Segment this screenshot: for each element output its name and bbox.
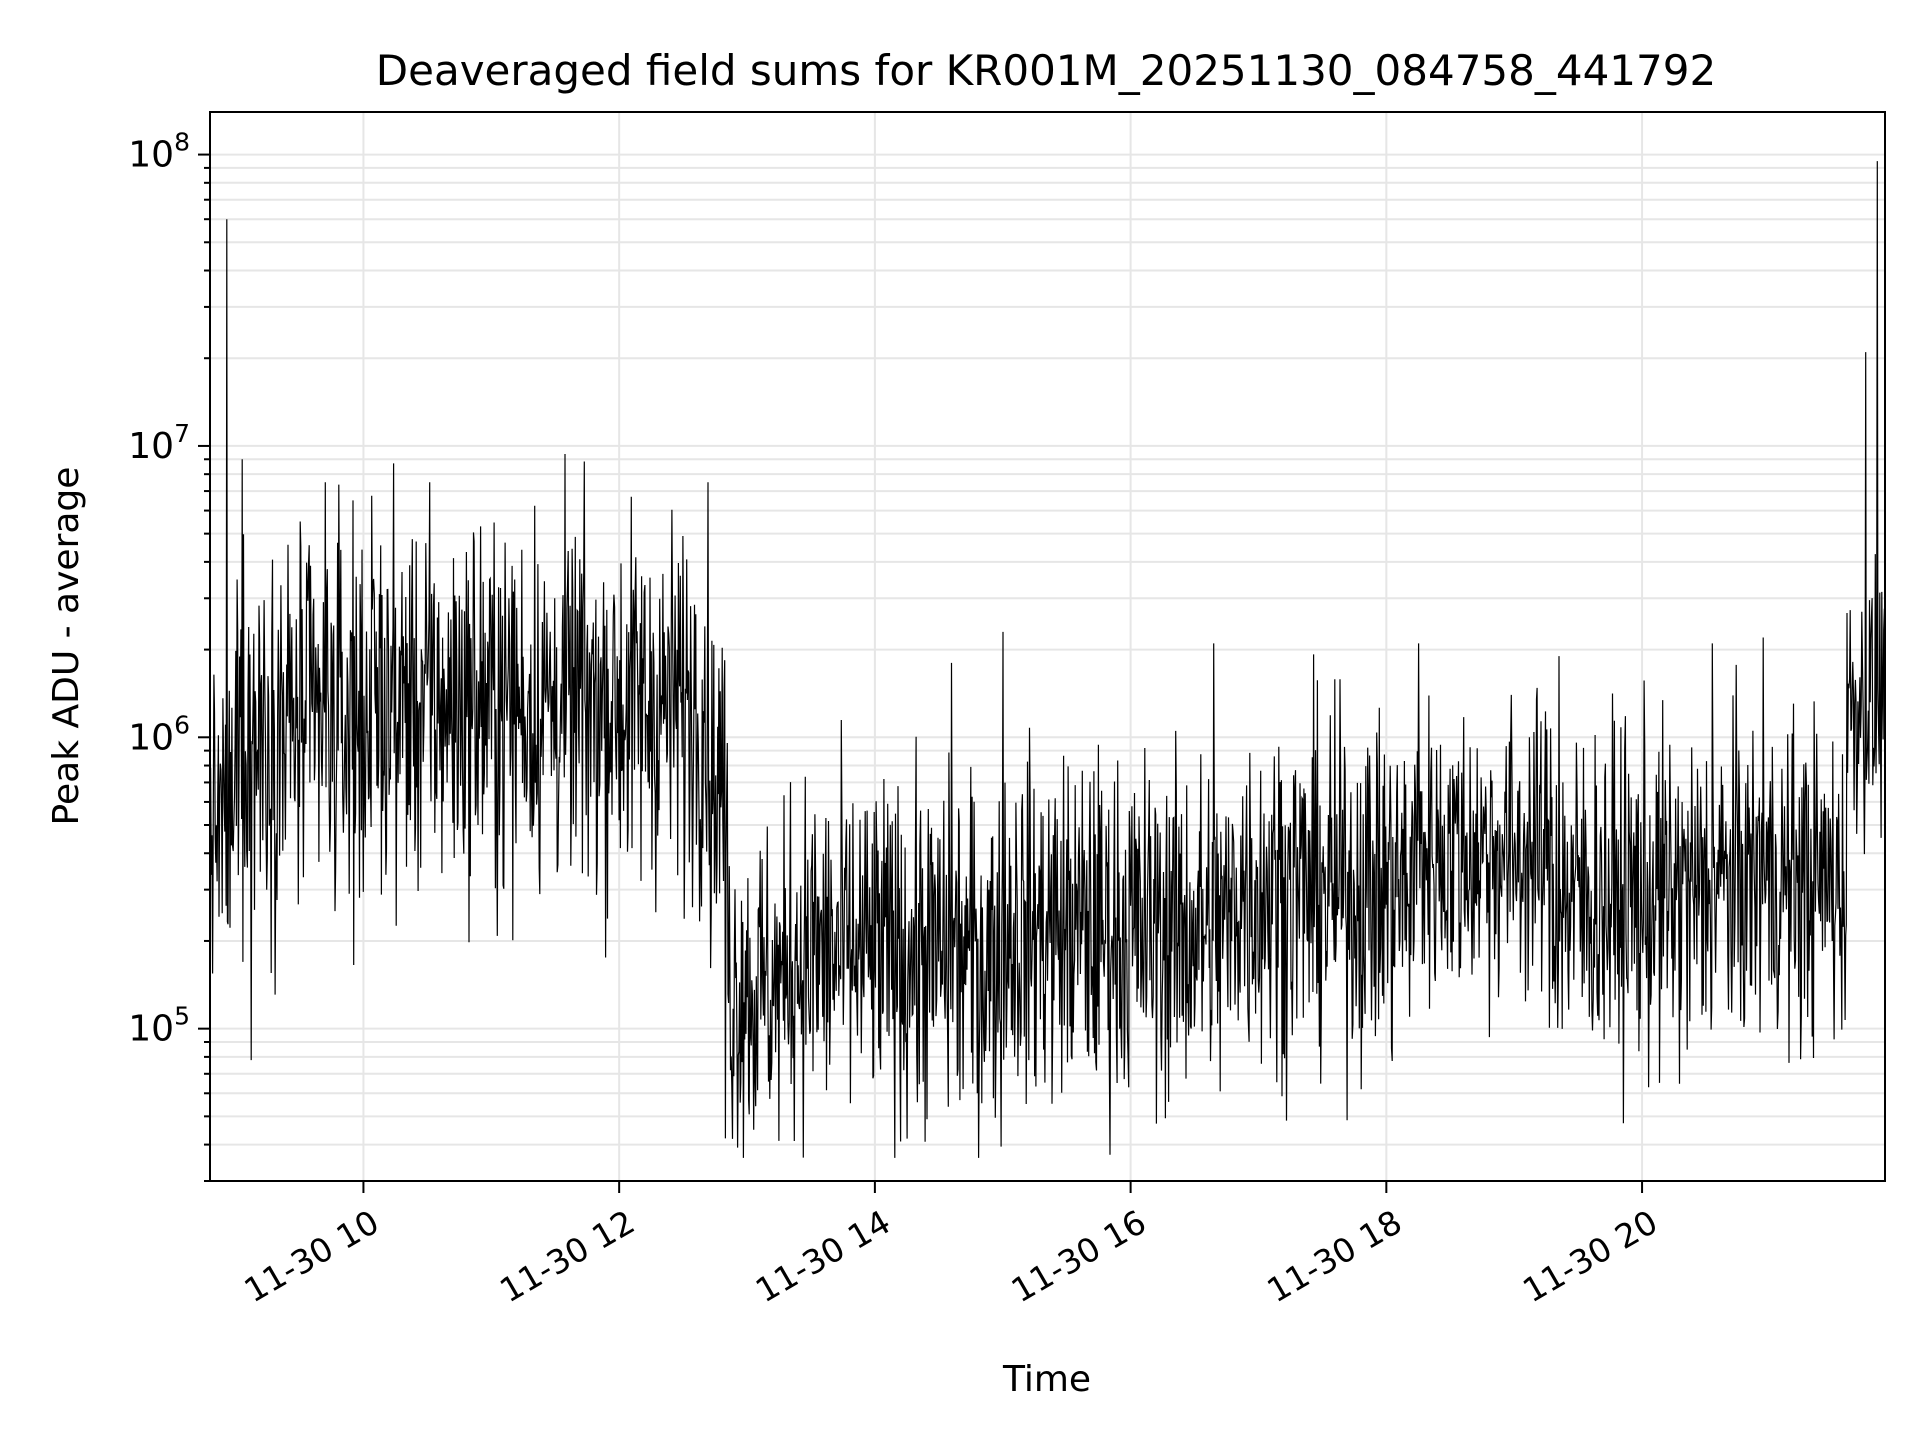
x-axis-label: Time: [1002, 1359, 1091, 1400]
y-tick-label: 106: [128, 710, 190, 758]
y-tick-label: 105: [128, 1002, 190, 1050]
plot-frame: [209, 111, 1886, 1182]
series-line: [209, 161, 1886, 1158]
chart-title: Deaveraged field sums for KR001M_2025113…: [376, 46, 1716, 95]
y-axis-label: Peak ADU - average: [46, 467, 87, 826]
y-tick-label: 107: [128, 419, 190, 467]
data-series: [209, 161, 1886, 1158]
y-tick-label: 108: [128, 128, 190, 176]
